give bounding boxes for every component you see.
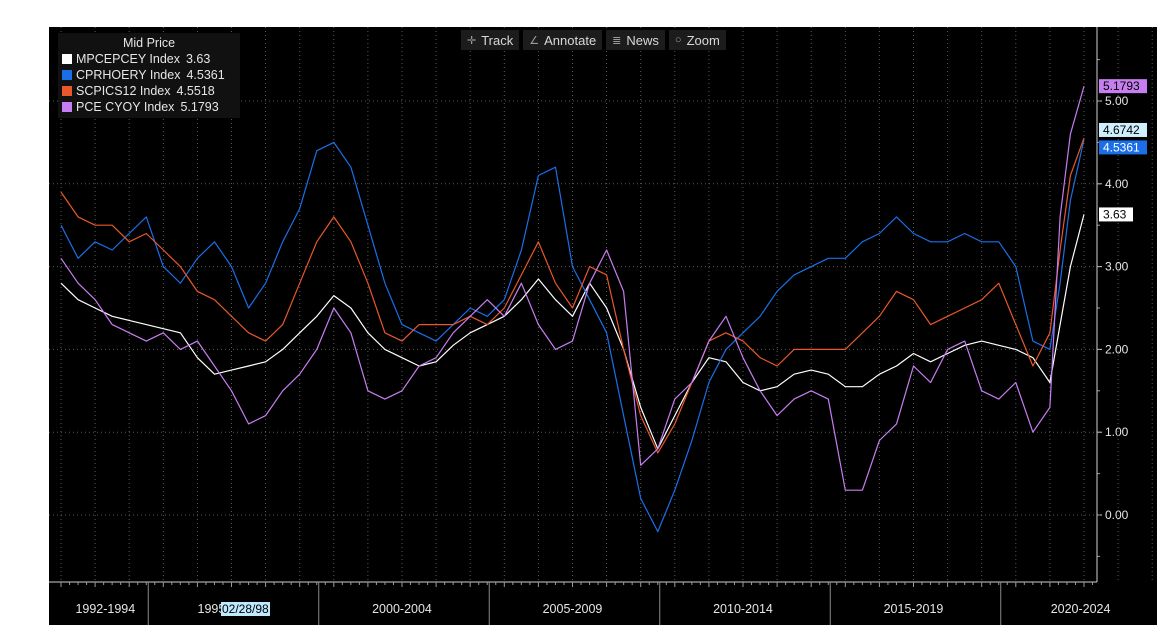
legend-series-name: CPRHOERY Index bbox=[76, 68, 181, 82]
series-line-1[interactable] bbox=[60, 214, 1085, 450]
news-icon: ≣ bbox=[612, 34, 622, 47]
legend-series-value: 3.63 bbox=[185, 52, 211, 66]
y-tick-label: 1.00 bbox=[1105, 425, 1129, 439]
x-period-label: 2005-2009 bbox=[543, 602, 603, 616]
y-tick-label: 5.00 bbox=[1105, 94, 1129, 108]
last-value-tag bbox=[1099, 140, 1147, 155]
magnifier-icon: ○ bbox=[674, 34, 682, 46]
legend-series-name: SCPICS12 Index bbox=[76, 84, 171, 98]
legend-item[interactable]: MPCEPCEY Index 3.63 bbox=[62, 51, 236, 67]
last-value-label: 3.63 bbox=[1103, 207, 1127, 221]
news-button[interactable]: ≣ News bbox=[606, 30, 665, 50]
x-period-label: 2020-2024 bbox=[1051, 602, 1111, 616]
cursor-date-label: 02/28/98 bbox=[221, 602, 270, 616]
pencil-icon: ∠ bbox=[529, 34, 540, 47]
zoom-label: Zoom bbox=[686, 32, 720, 48]
series-line-2[interactable] bbox=[60, 139, 1085, 533]
legend-swatch bbox=[62, 102, 72, 112]
chart-toolbar: ✛ Track ∠ Annotate ≣ News ○ Zoom bbox=[461, 30, 726, 50]
legend-series-value: 4.5361 bbox=[186, 68, 225, 82]
track-label: Track bbox=[481, 32, 514, 48]
annotate-label: Annotate bbox=[544, 32, 597, 48]
legend: Mid Price MPCEPCEY Index 3.63 CPRHOERY I… bbox=[58, 33, 240, 118]
x-period-label: 2000-2004 bbox=[372, 602, 432, 616]
legend-title: Mid Price bbox=[122, 36, 176, 50]
series-line-3[interactable] bbox=[60, 137, 1085, 454]
news-label: News bbox=[626, 32, 659, 48]
last-value-label: 5.1793 bbox=[1103, 79, 1140, 93]
chart-panel: 0.00 1.00 2.00 3.00 4.00 5.00 1992-1994 1995 200… bbox=[49, 27, 1157, 625]
legend-series-name: MPCEPCEY Index bbox=[76, 52, 180, 66]
annotate-button[interactable]: ∠ Annotate bbox=[523, 30, 603, 50]
legend-series-value: 5.1793 bbox=[180, 100, 219, 114]
last-value-tag bbox=[1099, 79, 1147, 94]
x-period-label: 2010-2014 bbox=[713, 602, 773, 616]
line-chart[interactable]: 0.00 1.00 2.00 3.00 4.00 5.00 1992-1994 1995 200… bbox=[49, 27, 1157, 625]
legend-swatch bbox=[62, 86, 72, 96]
y-tick-label: 0.00 bbox=[1105, 508, 1129, 522]
zoom-button[interactable]: ○ Zoom bbox=[668, 30, 726, 50]
last-value-tag bbox=[1099, 122, 1147, 137]
legend-series-value: 4.5518 bbox=[176, 84, 215, 98]
legend-swatch bbox=[62, 70, 72, 80]
last-value-label: 4.5361 bbox=[1103, 140, 1140, 154]
x-period-label: 1995 bbox=[198, 602, 226, 616]
legend-series-name: PCE CYOY Index bbox=[76, 100, 175, 114]
crosshair-icon: ✛ bbox=[467, 34, 477, 47]
series-line-4[interactable] bbox=[60, 86, 1085, 491]
y-tick-label: 3.00 bbox=[1105, 260, 1129, 274]
x-period-label: 1992-1994 bbox=[75, 602, 135, 616]
legend-swatch bbox=[62, 54, 72, 64]
legend-item[interactable]: SCPICS12 Index 4.5518 bbox=[62, 83, 236, 99]
legend-item[interactable]: PCE CYOY Index 5.1793 bbox=[62, 99, 236, 115]
x-period-label: 2015-2019 bbox=[884, 602, 944, 616]
last-value-tag bbox=[1099, 207, 1133, 222]
y-tick-label: 4.00 bbox=[1105, 177, 1129, 191]
legend-item[interactable]: CPRHOERY Index 4.5361 bbox=[62, 67, 236, 83]
last-value-label: 4.6742 bbox=[1103, 123, 1140, 137]
y-tick-label: 2.00 bbox=[1105, 342, 1129, 356]
track-button[interactable]: ✛ Track bbox=[461, 30, 520, 50]
